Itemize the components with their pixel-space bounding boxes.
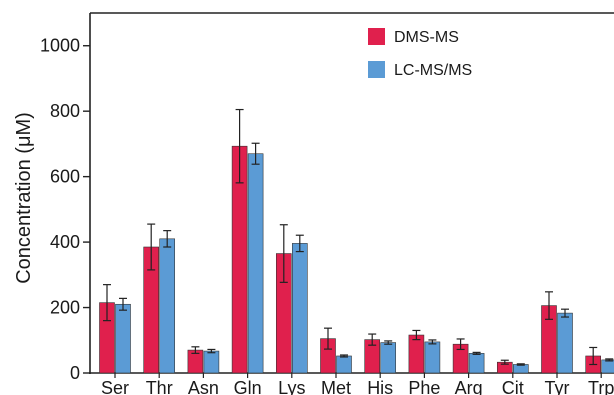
x-tick-label: His [367, 378, 393, 395]
y-tick-label: 1000 [40, 36, 80, 56]
bar-lc-ms-ms-ser [115, 303, 131, 374]
legend-swatch-0 [368, 28, 385, 45]
x-tick-label: Arg [455, 378, 483, 395]
bar-lc-ms-ms-arg [468, 353, 485, 374]
bar-lc-ms-ms-trp [601, 359, 614, 374]
x-tick-labels: Ser Thr Asn Gln Lys Met His Phe Arg Cit Tyr Trp [101, 378, 614, 395]
bar-lc-ms-ms-met [336, 355, 352, 374]
bar-lc-ms-ms-gln [247, 153, 264, 374]
bar-lc-ms-ms-tyr [557, 312, 573, 374]
y-tick-label: 400 [50, 232, 80, 252]
bars [99, 108, 614, 374]
x-tick-label: Ser [101, 378, 129, 395]
bar-lc-ms-ms-cit [512, 364, 529, 374]
y-tick-label: 600 [50, 167, 80, 187]
x-tick-label: Lys [278, 378, 305, 395]
legend-swatch-1 [368, 61, 385, 78]
bar-lc-ms-ms-phe [424, 341, 441, 374]
x-tick-label: Thr [146, 378, 173, 395]
bar-lc-ms-ms-thr [159, 238, 175, 374]
y-tick-label: 0 [70, 363, 80, 383]
legend-label-1: LC-MS/MS [394, 62, 472, 79]
y-tick-label: 800 [50, 101, 80, 121]
x-tick-label: Cit [502, 378, 524, 395]
x-tick-label: Trp [588, 378, 614, 395]
legend-label-0: DMS-MS [394, 29, 459, 46]
bar-lc-ms-ms-asn [203, 350, 220, 374]
bar-lc-ms-ms-lys [291, 243, 308, 374]
x-tick-label: Met [321, 378, 351, 395]
y-tick-labels: 0 200 400 600 800 1000 [40, 36, 80, 383]
x-tick-label: Tyr [545, 378, 570, 395]
bar-dms-ms-phe [408, 334, 425, 374]
x-tick-label: Gln [234, 378, 262, 395]
y-axis-label: Concentration (μM) [13, 112, 35, 284]
bar-lc-ms-ms-his [380, 342, 397, 374]
legend: DMS-MS LC-MS/MS [368, 28, 472, 79]
x-tick-label: Asn [188, 378, 219, 395]
y-tick-label: 200 [50, 298, 80, 318]
x-tick-label: Phe [408, 378, 440, 395]
